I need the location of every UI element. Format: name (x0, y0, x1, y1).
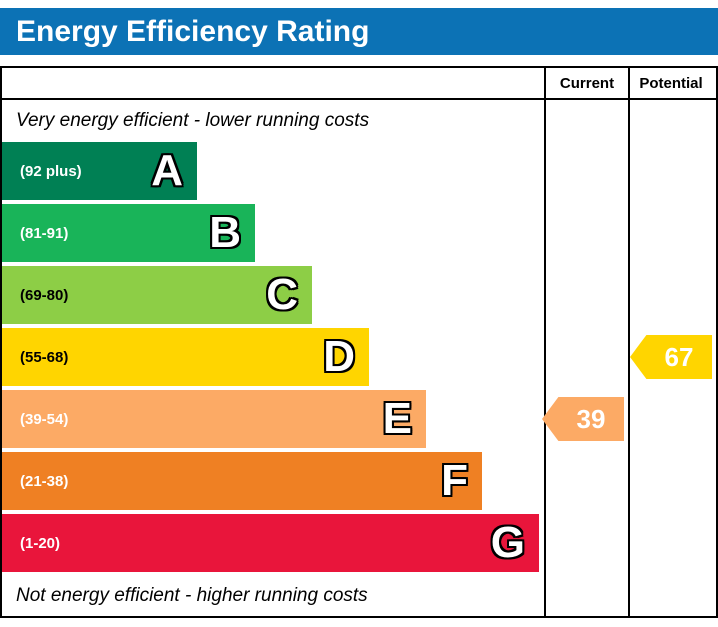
band-letter: E (382, 394, 412, 443)
band-letter: A (151, 146, 183, 195)
band-bar-a: (92 plus) A (2, 142, 197, 200)
epc-chart: Current Potential Very energy efficient … (0, 66, 718, 618)
band-bar-c: (69-80) C (2, 266, 312, 324)
band-row-e: (39-54) E (2, 390, 544, 452)
band-bar-g: (1-20) G (2, 514, 539, 572)
band-letter: F (441, 456, 468, 505)
band-range-label: (1-20) (20, 534, 61, 552)
band-range-label: (55-68) (20, 348, 69, 366)
band-row-f: (21-38) F (2, 452, 544, 514)
band-range-label: (39-54) (20, 410, 69, 428)
band-range-label: (21-38) (20, 472, 69, 490)
band-row-b: (81-91) B (2, 204, 544, 266)
band-row-a: (92 plus) A (2, 142, 544, 204)
band-bar-e: (39-54) E (2, 390, 426, 448)
band-letter: G (490, 518, 525, 567)
band-row-c: (69-80) C (2, 266, 544, 328)
band-bar-f: (21-38) F (2, 452, 482, 510)
potential-rating-value: 67 (664, 341, 694, 372)
band-bar-d: (55-68) D (2, 328, 369, 386)
current-column-header: Current (544, 68, 628, 98)
band-row-g: (1-20) G (2, 514, 544, 576)
table-header-empty-cell (2, 68, 544, 98)
potential-column-header: Potential (628, 68, 712, 98)
current-rating-value: 39 (576, 403, 606, 434)
band-letter: B (209, 208, 241, 257)
current-column (544, 100, 628, 616)
current-rating-arrow: 39 (542, 397, 624, 441)
potential-column (628, 100, 712, 616)
band-range-label: (69-80) (20, 286, 69, 304)
potential-rating-arrow: 67 (630, 335, 712, 379)
page-title: Energy Efficiency Rating (16, 14, 370, 48)
band-letter: C (266, 270, 298, 319)
band-row-d: (55-68) D (2, 328, 544, 390)
title-bar: Energy Efficiency Rating (0, 8, 718, 55)
bands-column: Very energy efficient - lower running co… (2, 100, 544, 616)
band-range-label: (81-91) (20, 224, 69, 242)
caption-top: Very energy efficient - lower running co… (16, 110, 370, 131)
table-body: Very energy efficient - lower running co… (2, 100, 716, 616)
band-letter: D (323, 332, 355, 381)
band-bar-b: (81-91) B (2, 204, 255, 262)
table-header-row: Current Potential (2, 68, 716, 100)
caption-bottom: Not energy efficient - higher running co… (16, 585, 368, 606)
band-range-label: (92 plus) (20, 162, 82, 180)
